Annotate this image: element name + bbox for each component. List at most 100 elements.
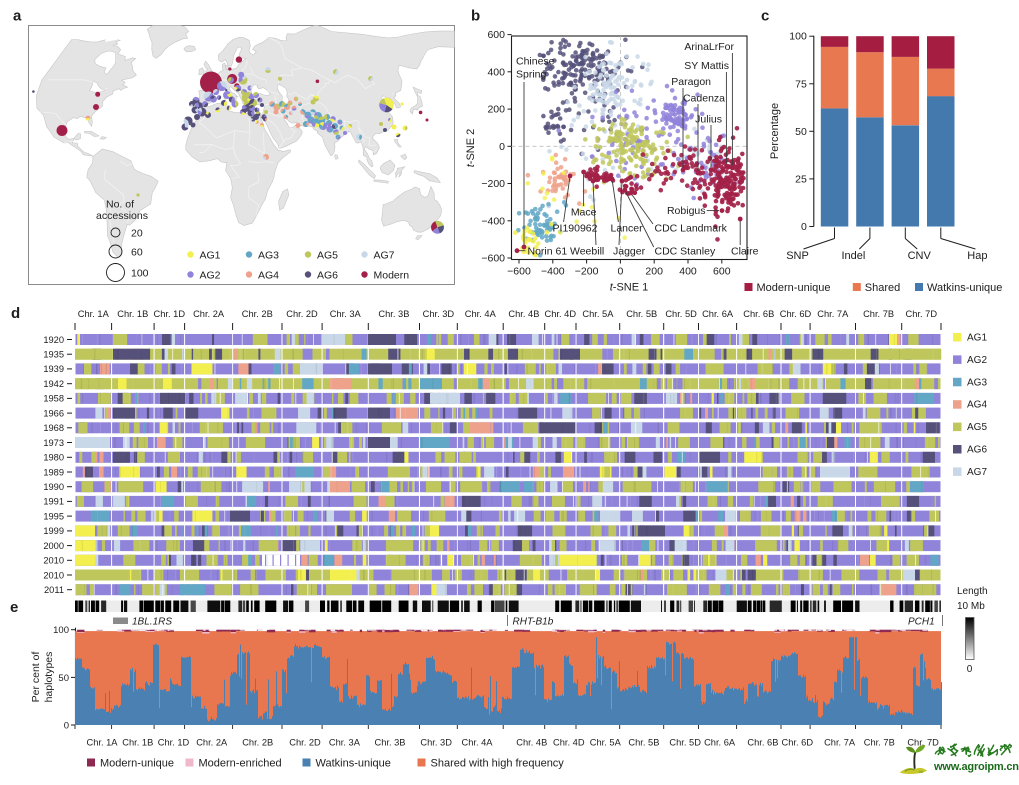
svg-text:200: 200 <box>487 104 505 116</box>
svg-text:Lancer: Lancer <box>611 223 644 235</box>
svg-text:Chr. 6A: Chr. 6A <box>704 738 736 748</box>
svg-text:e: e <box>10 599 18 616</box>
svg-text:c: c <box>761 8 769 25</box>
svg-text:Chr. 7A: Chr. 7A <box>817 309 849 319</box>
svg-text:SY Mattis: SY Mattis <box>684 60 729 72</box>
svg-text:AG6: AG6 <box>967 445 987 456</box>
svg-text:60: 60 <box>131 246 143 258</box>
svg-text:AG1: AG1 <box>967 333 987 344</box>
svg-text:1935: 1935 <box>43 350 64 360</box>
svg-text:Chr. 7A: Chr. 7A <box>824 738 856 748</box>
svg-text:AG2: AG2 <box>200 270 221 282</box>
svg-text:1942: 1942 <box>43 379 64 389</box>
svg-text:Spring: Spring <box>516 69 547 81</box>
svg-text:Chr. 6D: Chr. 6D <box>780 309 812 319</box>
svg-text:Modern-unique: Modern-unique <box>757 282 831 294</box>
svg-text:1BL.1RS: 1BL.1RS <box>132 617 172 628</box>
svg-text:400: 400 <box>679 266 697 278</box>
svg-text:accessions: accessions <box>96 210 148 222</box>
svg-text:Chr. 3B: Chr. 3B <box>378 309 409 319</box>
svg-text:No. of: No. of <box>106 199 134 211</box>
svg-text:Julius: Julius <box>695 114 722 126</box>
svg-text:Chr. 4D: Chr. 4D <box>545 309 577 319</box>
svg-text:20: 20 <box>131 227 143 239</box>
svg-text:haplotypes: haplotypes <box>43 652 55 703</box>
svg-text:Mace: Mace <box>571 207 597 219</box>
svg-text:ArinaLrFor: ArinaLrFor <box>684 41 734 53</box>
svg-text:Chr. 2B: Chr. 2B <box>242 738 273 748</box>
svg-text:t-SNE 1: t-SNE 1 <box>610 282 649 294</box>
svg-text:0: 0 <box>617 266 623 278</box>
svg-text:t-SNE 2: t-SNE 2 <box>465 129 477 168</box>
svg-text:AG7: AG7 <box>374 250 395 262</box>
svg-text:−400: −400 <box>481 215 505 227</box>
svg-text:600: 600 <box>487 29 505 41</box>
svg-text:Chr. 4A: Chr. 4A <box>461 738 493 748</box>
svg-text:RHT-B1b: RHT-B1b <box>513 617 554 628</box>
svg-text:Chr. 1A: Chr. 1A <box>78 309 110 319</box>
svg-text:Shared with high frequency: Shared with high frequency <box>431 758 565 770</box>
svg-text:1999: 1999 <box>43 526 64 536</box>
svg-text:Modern-unique: Modern-unique <box>100 758 174 770</box>
svg-text:1968: 1968 <box>43 423 64 433</box>
svg-text:Chr. 2B: Chr. 2B <box>242 309 273 319</box>
svg-text:10 Mb: 10 Mb <box>957 601 985 612</box>
svg-text:Chr. 5A: Chr. 5A <box>590 738 622 748</box>
svg-text:PCH1: PCH1 <box>908 617 935 628</box>
svg-text:Chr. 1B: Chr. 1B <box>122 738 153 748</box>
svg-text:1939: 1939 <box>43 364 64 374</box>
svg-text:−600: −600 <box>481 253 505 265</box>
svg-text:Per cent of: Per cent of <box>30 652 42 703</box>
svg-text:Chr. 4B: Chr. 4B <box>508 309 539 319</box>
svg-text:Chr. 2D: Chr. 2D <box>286 309 318 319</box>
svg-text:www.agroipm.cn: www.agroipm.cn <box>933 761 1019 773</box>
svg-text:CNV: CNV <box>908 250 932 262</box>
svg-text:Chr. 3D: Chr. 3D <box>420 738 452 748</box>
svg-text:Chr. 6A: Chr. 6A <box>702 309 734 319</box>
svg-text:AG3: AG3 <box>967 377 987 388</box>
svg-text:Chr. 1B: Chr. 1B <box>117 309 148 319</box>
svg-text:AG4: AG4 <box>258 270 279 282</box>
svg-text:AG5: AG5 <box>317 250 338 262</box>
svg-text:Shared: Shared <box>865 282 900 294</box>
svg-text:Watkins-unique: Watkins-unique <box>316 758 391 770</box>
svg-text:2000: 2000 <box>43 541 64 551</box>
svg-text:Watkins-unique: Watkins-unique <box>927 282 1002 294</box>
svg-text:SNP: SNP <box>786 250 809 262</box>
svg-text:Chr. 2D: Chr. 2D <box>289 738 321 748</box>
svg-text:Chr. 7B: Chr. 7B <box>864 738 895 748</box>
svg-text:100: 100 <box>789 31 807 43</box>
svg-text:−600: −600 <box>507 266 531 278</box>
svg-text:Jagger: Jagger <box>613 246 646 258</box>
svg-text:600: 600 <box>713 266 731 278</box>
svg-text:d: d <box>11 305 20 322</box>
svg-text:Chr. 1D: Chr. 1D <box>158 738 190 748</box>
svg-text:Chr. 5D: Chr. 5D <box>669 738 701 748</box>
svg-text:AG1: AG1 <box>200 250 221 262</box>
svg-text:CDC Stanley: CDC Stanley <box>655 246 716 258</box>
svg-text:1991: 1991 <box>43 497 64 507</box>
svg-text:b: b <box>471 8 480 25</box>
svg-text:Chr. 3A: Chr. 3A <box>330 309 362 319</box>
svg-text:1990: 1990 <box>43 482 64 492</box>
svg-text:−400: −400 <box>541 266 565 278</box>
svg-text:75: 75 <box>795 78 807 90</box>
svg-text:Length: Length <box>957 586 988 597</box>
svg-text:0: 0 <box>64 721 69 732</box>
svg-text:Modern: Modern <box>374 270 410 282</box>
svg-text:1958: 1958 <box>43 394 64 404</box>
svg-text:Indel: Indel <box>841 250 865 262</box>
svg-text:200: 200 <box>645 266 663 278</box>
svg-text:100: 100 <box>131 267 149 279</box>
svg-text:1989: 1989 <box>43 467 64 477</box>
svg-text:Cadenza: Cadenza <box>683 93 725 105</box>
svg-text:1980: 1980 <box>43 453 64 463</box>
svg-text:Paragon: Paragon <box>671 76 711 88</box>
svg-text:1973: 1973 <box>43 438 64 448</box>
svg-text:0: 0 <box>967 664 973 675</box>
svg-text:2011: 2011 <box>44 585 64 595</box>
svg-text:Chinese: Chinese <box>516 56 555 68</box>
svg-text:Chr. 4D: Chr. 4D <box>553 738 585 748</box>
svg-text:Chr. 2A: Chr. 2A <box>193 309 225 319</box>
svg-text:CDC Landmark: CDC Landmark <box>655 223 728 235</box>
